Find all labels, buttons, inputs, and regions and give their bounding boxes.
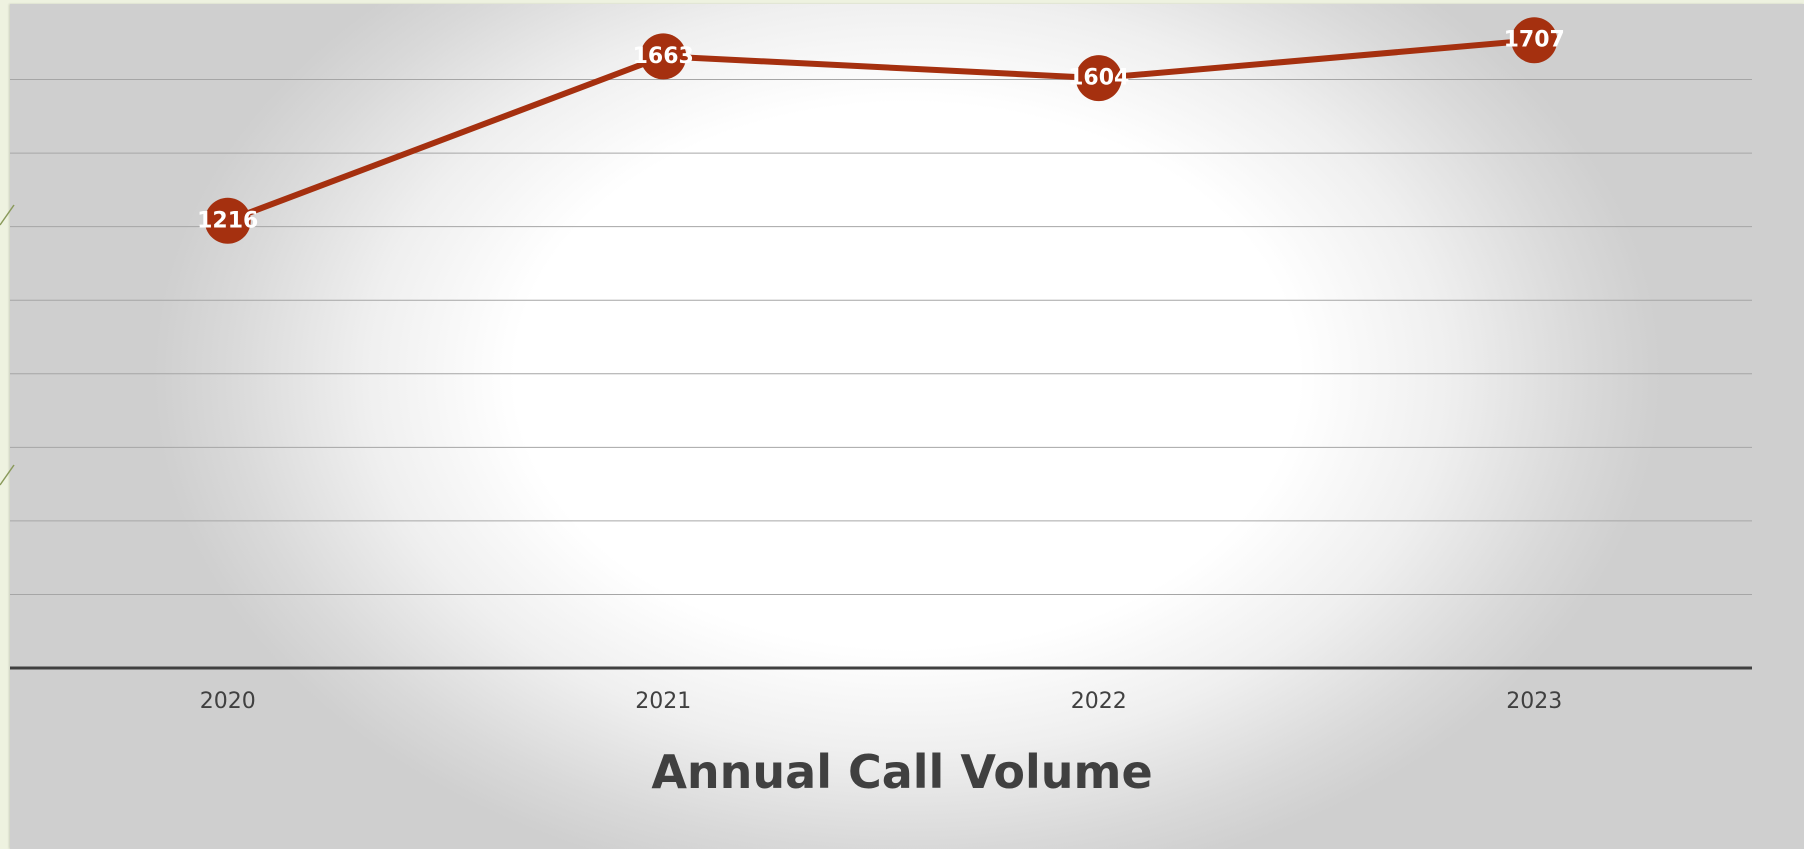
data-point-marker: [640, 33, 687, 80]
data-point-marker: [204, 197, 251, 244]
data-label: 1707: [1504, 28, 1565, 53]
data-label: 1663: [633, 44, 694, 69]
chart-title: Annual Call Volume: [651, 745, 1153, 799]
decorative-accent-line: [0, 464, 15, 486]
data-point-marker: [1511, 17, 1558, 64]
data-label: 1604: [1068, 66, 1129, 91]
x-axis-tick-labels: 2020 2021 2022 2023: [200, 689, 1563, 714]
x-tick-label: 2023: [1506, 689, 1562, 714]
decorative-accent-line: [0, 204, 15, 226]
series-line: [226, 37, 1535, 224]
data-label: 1216: [197, 208, 258, 233]
gridlines: [10, 79, 1752, 595]
data-points: 1216 1663 1604 1707: [197, 17, 1565, 244]
chart-area: [10, 4, 1804, 849]
series-lines: [226, 37, 1535, 224]
x-tick-label: 2021: [635, 689, 691, 714]
data-point-marker: [1075, 55, 1122, 102]
x-tick-label: 2020: [200, 689, 256, 714]
x-tick-label: 2022: [1071, 689, 1127, 714]
